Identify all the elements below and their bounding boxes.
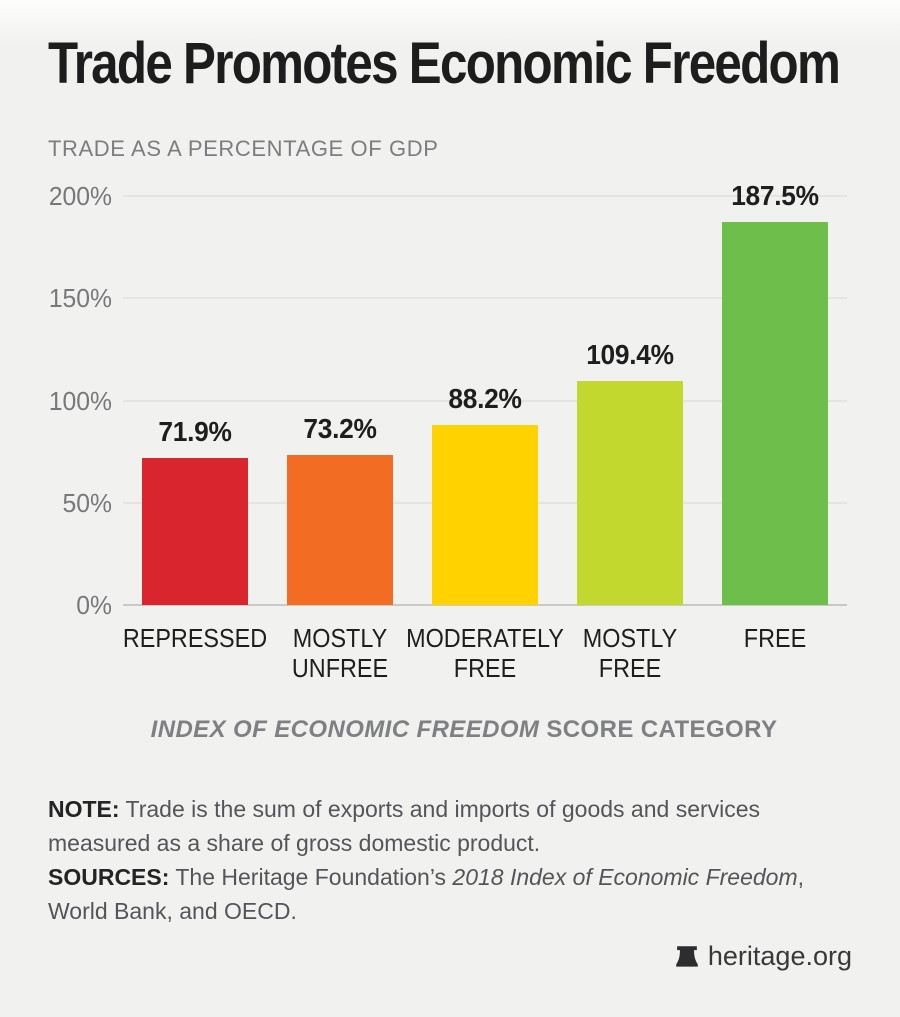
bar-category-label-repressed: REPRESSED (123, 623, 268, 653)
sources-text-pre: The Heritage Foundation’s (169, 864, 453, 890)
bar-value-label-mostly-unfree: 73.2% (303, 413, 378, 445)
page-title: Trade Promotes Economic Freedom (48, 31, 841, 96)
bar-moderately-free (432, 424, 538, 605)
y-axis-tick-label: 0% (76, 590, 112, 620)
brand-lockup: heritage.org (675, 941, 852, 972)
x-axis-title: INDEX OF ECONOMIC FREEDOM SCORE CATEGORY (40, 716, 888, 744)
note-text: Trade is the sum of exports and imports … (48, 796, 761, 856)
footnotes: NOTE: Trade is the sum of exports and im… (48, 792, 838, 928)
sources-paragraph: SOURCES: The Heritage Foundation’s 2018 … (48, 860, 838, 928)
bar-value-label-moderately-free: 88.2% (448, 382, 522, 414)
bar-value-label-mostly-free: 109.4% (585, 339, 674, 371)
bar-category-label-moderately-free: MODERATELY FREE (406, 623, 564, 683)
y-axis-tick-label: 50% (62, 487, 112, 518)
bar-mostly-unfree (287, 455, 394, 605)
liberty-bell-icon (676, 946, 698, 967)
x-axis-title-italic: INDEX OF ECONOMIC FREEDOM (150, 716, 540, 743)
note-paragraph: NOTE: Trade is the sum of exports and im… (48, 792, 838, 860)
gridline-200% (123, 195, 847, 197)
bar-value-label-repressed: 71.9% (158, 415, 233, 447)
bar-repressed (142, 457, 249, 605)
y-axis-tick-label: 150% (48, 283, 112, 314)
bar-category-label-mostly-free: MOSTLY FREE (582, 623, 678, 683)
sources-text-italic: 2018 Index of Economic Freedom (452, 864, 798, 890)
gridline-0% (123, 604, 847, 606)
bar-category-label-mostly-unfree: MOSTLY UNFREE (292, 623, 389, 683)
bar-value-label-free: 187.5% (730, 179, 819, 211)
note-label: NOTE: (48, 796, 120, 822)
gridline-150% (123, 297, 847, 300)
x-axis-title-rest: SCORE CATEGORY (539, 716, 778, 743)
gridline-100% (123, 399, 847, 402)
chart-subtitle: TRADE AS A PERCENTAGE OF GDP (48, 136, 439, 161)
sources-text-post: , World Bank, and OECD. (48, 864, 804, 924)
bar-category-label-free: FREE (743, 623, 806, 653)
brand-text: heritage.org (707, 941, 852, 971)
y-axis-tick-label: 200% (48, 181, 112, 211)
y-axis-tick-label: 100% (48, 385, 112, 416)
bar-mostly-free (576, 381, 683, 605)
bar-free (721, 221, 828, 605)
sources-label: SOURCES: (48, 864, 170, 890)
